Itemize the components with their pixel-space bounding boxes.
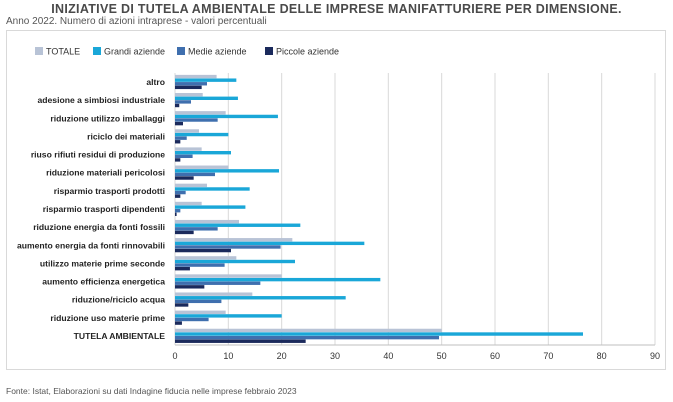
legend-swatch-2: [177, 47, 185, 55]
legend-swatch-3: [265, 47, 273, 55]
category-label-10: utilizzo materie prime seconde: [40, 258, 165, 268]
bar-2-3: [175, 121, 183, 126]
legend-label-3: Piccole aziende: [276, 47, 339, 57]
category-label-12: riduzione/riciclo acqua: [72, 295, 165, 305]
legend-swatch-1: [93, 47, 101, 55]
bar-5-0: [175, 165, 229, 169]
bar-1-2: [175, 100, 191, 104]
bar-10-3: [175, 267, 190, 271]
category-label-11: aumento efficienza energetica: [42, 277, 165, 287]
bar-7-1: [175, 205, 246, 209]
bar-1-3: [175, 103, 180, 108]
category-label-9: aumento energia da fonti rinnovabili: [17, 240, 165, 250]
bar-11-2: [175, 281, 261, 285]
category-label-1: adesione a simbiosi industriale: [37, 95, 165, 105]
category-label-13: riduzione uso materie prime: [50, 313, 165, 323]
bar-6-3: [175, 194, 181, 198]
bar-4-2: [175, 154, 193, 158]
bar-0-2: [175, 82, 207, 86]
category-label-0: altro: [146, 77, 165, 87]
bar-6-2: [175, 190, 186, 195]
bar-5-1: [175, 169, 279, 173]
bar-13-2: [175, 317, 209, 322]
x-tick-label-8: 80: [597, 351, 607, 361]
category-label-4: riuso rifiuti residui di produzione: [31, 150, 165, 160]
category-label-7: risparmio trasporti dipendenti: [43, 204, 165, 214]
bar-11-3: [175, 285, 205, 289]
bar-3-1: [175, 132, 229, 137]
bar-chart: TOTALE Grandi aziende Medie aziende Piccole…: [17, 47, 660, 362]
bar-2-1: [175, 114, 278, 119]
bar-8-2: [175, 227, 218, 231]
bar-13-0: [175, 310, 226, 314]
x-tick-label-4: 40: [383, 351, 393, 361]
legend-swatch-0: [35, 47, 43, 55]
bar-9-0: [175, 238, 293, 242]
bar-8-1: [175, 223, 301, 227]
bar-0-0: [175, 74, 217, 79]
source-note: Fonte: Istat, Elaborazioni su dati Indag…: [6, 386, 297, 396]
bar-14-1: [175, 332, 583, 336]
bar-9-3: [175, 248, 231, 253]
bar-2-0: [175, 111, 226, 115]
bar-7-0: [175, 201, 202, 206]
x-tick-label-3: 30: [330, 351, 340, 361]
bar-1-0: [175, 93, 203, 97]
bar-14-3: [175, 339, 306, 343]
bar-6-1: [175, 187, 250, 191]
x-tick-label-2: 20: [277, 351, 287, 361]
category-label-14: TUTELA AMBIENTALE: [74, 331, 166, 341]
category-label-6: risparmio trasporti prodotti: [54, 186, 165, 196]
chart-title: INIZIATIVE DI TUTELA AMBIENTALE DELLE IM…: [51, 2, 622, 16]
bar-12-1: [175, 296, 346, 300]
bar-5-2: [175, 172, 215, 177]
bar-2-2: [175, 118, 218, 122]
bar-8-0: [175, 219, 239, 224]
bar-0-1: [175, 78, 237, 82]
chart-subtitle: Anno 2022. Numero di azioni intraprese -…: [6, 16, 267, 27]
bar-6-0: [175, 183, 207, 188]
bar-10-0: [175, 256, 237, 260]
x-tick-label-6: 60: [490, 351, 500, 361]
bar-9-2: [175, 245, 281, 249]
bar-4-0: [175, 147, 202, 151]
bar-0-3: [175, 85, 202, 90]
bar-10-1: [175, 259, 295, 264]
bar-9-1: [175, 241, 365, 246]
bar-5-3: [175, 176, 194, 180]
bar-12-0: [175, 292, 253, 296]
bar-11-1: [175, 277, 381, 282]
x-tick-label-1: 10: [223, 351, 233, 361]
x-tick-label-7: 70: [543, 351, 553, 361]
x-tick-label-0: 0: [172, 351, 177, 361]
bar-13-3: [175, 321, 182, 325]
bar-10-2: [175, 263, 225, 267]
bar-8-3: [175, 230, 194, 235]
legend-label-2: Medie aziende: [188, 47, 247, 57]
bar-12-3: [175, 303, 189, 307]
bar-11-0: [175, 274, 282, 278]
bar-14-2: [175, 335, 439, 340]
bar-4-1: [175, 151, 231, 155]
bar-3-3: [175, 140, 181, 144]
bar-7-2: [175, 209, 181, 213]
legend-label-0: TOTALE: [46, 47, 80, 57]
bar-12-2: [175, 299, 222, 304]
category-label-3: riciclo dei materiali: [87, 131, 165, 141]
x-tick-label-5: 50: [437, 351, 447, 361]
bar-13-1: [175, 314, 282, 318]
legend-label-1: Grandi aziende: [104, 47, 165, 57]
bar-4-3: [175, 158, 181, 162]
bar-3-0: [175, 129, 199, 133]
bar-7-3: [175, 212, 177, 216]
bar-14-0: [175, 328, 442, 333]
category-label-5: riduzione materiali pericolosi: [46, 168, 165, 178]
bar-1-1: [175, 96, 238, 100]
category-label-2: riduzione utilizzo imballaggi: [50, 113, 165, 123]
bar-3-2: [175, 136, 187, 140]
x-tick-label-9: 90: [650, 351, 660, 361]
category-label-8: riduzione energia da fonti fossili: [33, 222, 165, 232]
chart-frame: TOTALE Grandi aziende Medie aziende Piccole…: [6, 30, 666, 370]
